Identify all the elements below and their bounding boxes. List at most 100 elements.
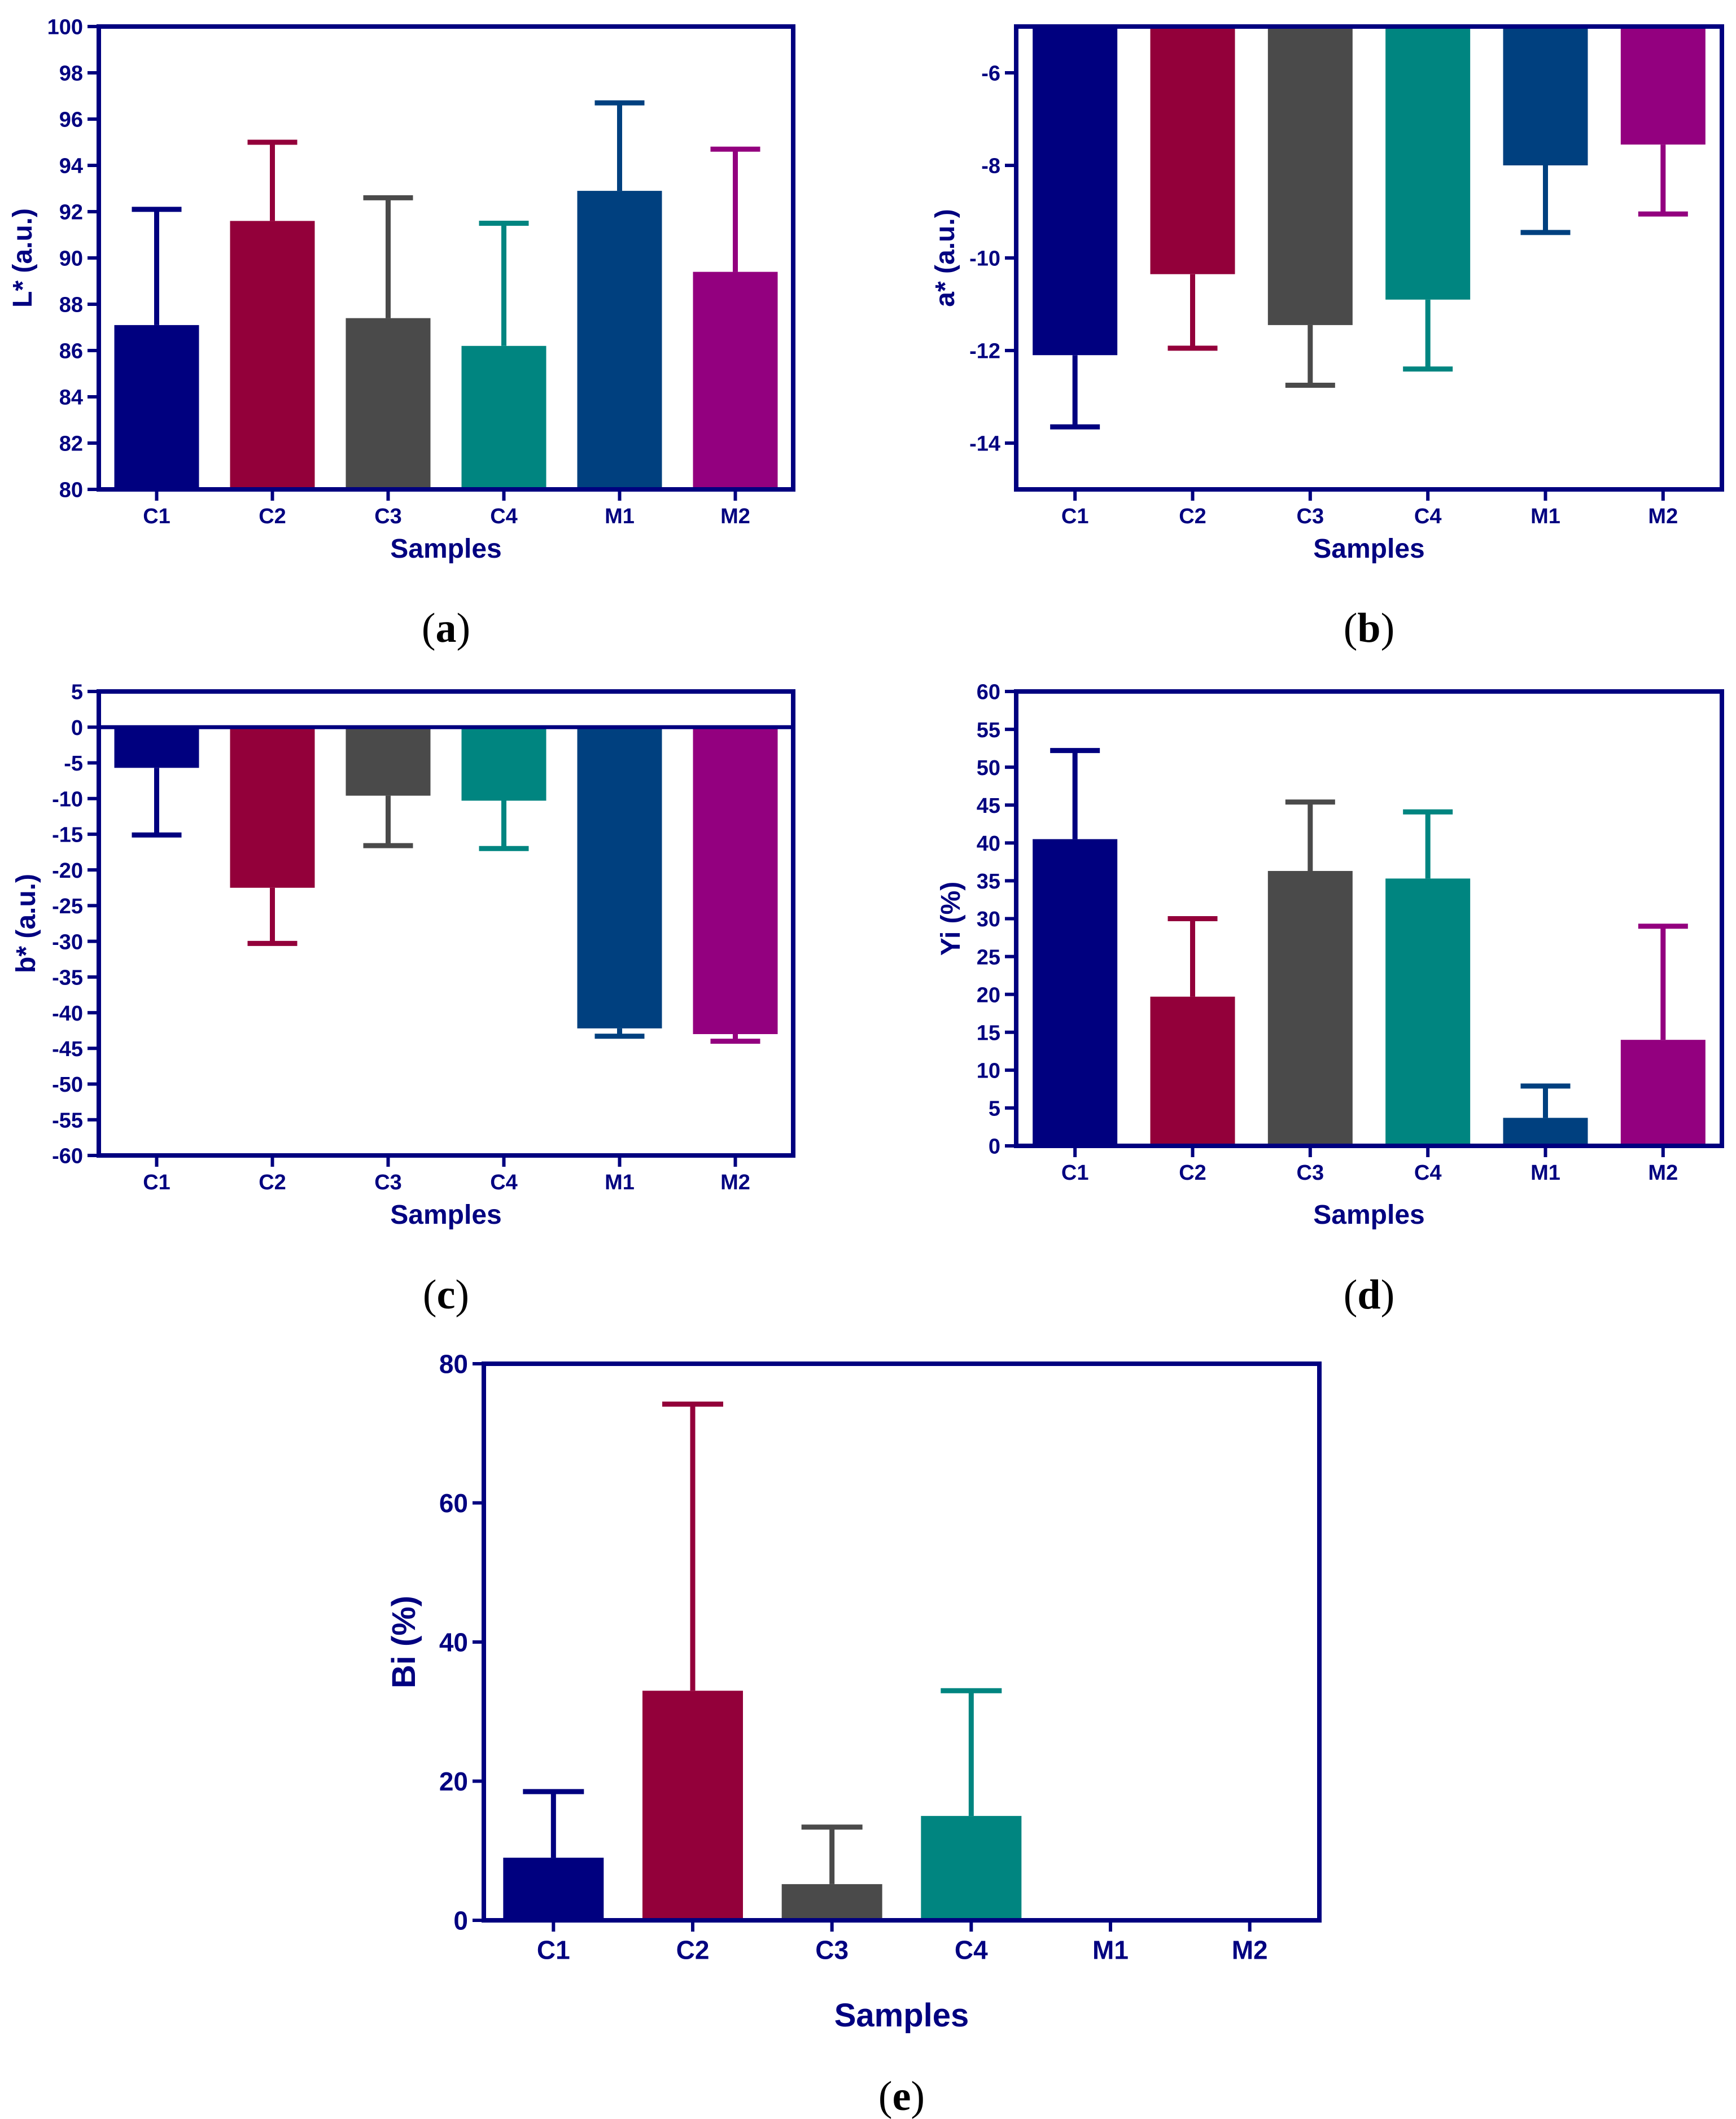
y-tick-label: -14: [969, 432, 1000, 456]
panel-label-open: (: [878, 2073, 893, 2119]
y-tick-label: -45: [52, 1037, 83, 1061]
y-tick-label: 40: [439, 1628, 468, 1657]
bar-C1: [114, 325, 199, 489]
y-tick-label: 55: [977, 719, 1000, 742]
x-axis-title: Samples: [1313, 1200, 1424, 1230]
y-tick-label: 92: [59, 201, 83, 225]
y-tick-label: 5: [989, 1097, 1000, 1121]
x-tick-label-C2: C2: [259, 505, 286, 528]
bar-C1: [1033, 27, 1118, 356]
y-tick-label: 98: [59, 62, 83, 86]
y-tick-label: 50: [977, 756, 1000, 780]
bar-C3: [346, 318, 431, 489]
bar-C3: [781, 1884, 882, 1920]
panel-label-open: (: [423, 1272, 437, 1318]
y-tick-label: -8: [981, 155, 1000, 178]
y-tick-label: 20: [977, 983, 1000, 1007]
panel-label-letter: a: [436, 605, 457, 651]
y-tick-label: -35: [52, 966, 83, 990]
panel-label-close: ): [457, 605, 471, 651]
plot-frame: [97, 24, 795, 492]
bar-M1: [577, 727, 662, 1028]
x-tick-label-M2: M2: [1648, 1161, 1678, 1185]
panel-label-close: ): [911, 2073, 925, 2119]
bar-M2: [1620, 1040, 1706, 1146]
x-tick-label-M2: M2: [1232, 1935, 1268, 1964]
panel-label: (b): [1344, 605, 1394, 651]
plot-frame: [482, 1361, 1322, 1923]
x-tick-label-C2: C2: [676, 1935, 710, 1964]
bar-C3: [346, 727, 431, 796]
bar-C4: [1385, 27, 1471, 300]
x-tick-label-M2: M2: [720, 1171, 750, 1194]
panel-label-open: (: [1344, 605, 1358, 651]
y-tick-label: -30: [52, 930, 83, 954]
y-tick-label: -55: [52, 1109, 83, 1132]
chart-d: 0 5 10 15 20 25 30 35 40 45 50 55 60 C1 C2 C3 C4 M1 M2 Samp…: [936, 681, 1724, 1318]
y-tick-label: 88: [59, 294, 83, 317]
x-axis-title: Samples: [1313, 534, 1424, 564]
y-tick-label: 0: [989, 1135, 1000, 1159]
x-tick-label-C2: C2: [1179, 1161, 1206, 1185]
x-axis-title: Samples: [390, 1200, 501, 1230]
panel-label-close: ): [1381, 1272, 1395, 1318]
y-tick-label: -10: [969, 247, 1000, 271]
x-tick-label-C3: C3: [815, 1935, 849, 1964]
bar-C2: [1150, 996, 1235, 1146]
y-tick-label: 86: [59, 340, 83, 364]
y-tick-label: 15: [977, 1021, 1000, 1045]
bar-C3: [1267, 27, 1353, 325]
x-tick-label-M1: M1: [1092, 1935, 1129, 1964]
bar-C3: [1267, 870, 1353, 1146]
bar-C2: [230, 727, 315, 888]
plot-frame: [1014, 24, 1724, 492]
bar-M2: [693, 727, 778, 1035]
y-tick-label: -60: [52, 1145, 83, 1168]
y-tick-label: 40: [977, 832, 1000, 856]
x-axis-title: Samples: [834, 1997, 969, 2034]
x-tick-label-M1: M1: [605, 1171, 635, 1194]
y-tick-label: 45: [977, 794, 1000, 818]
panel-label: (c): [423, 1272, 469, 1318]
bar-C1: [1033, 839, 1118, 1146]
x-tick-label-C4: C4: [1414, 1161, 1442, 1185]
panel-label-close: ): [455, 1272, 469, 1318]
panel-label-letter: b: [1357, 605, 1380, 651]
panel-label: (d): [1344, 1272, 1394, 1318]
y-tick-label: 60: [977, 681, 1000, 704]
panel-label-close: ): [1381, 605, 1395, 651]
y-tick-label: 84: [59, 386, 83, 410]
y-tick-label: 82: [59, 432, 83, 456]
bar-C4: [921, 1816, 1022, 1920]
y-tick-label: -15: [52, 824, 83, 847]
y-tick-label: -25: [52, 895, 83, 918]
x-tick-label-C2: C2: [1179, 505, 1206, 528]
y-tick-label: 35: [977, 870, 1000, 894]
y-tick-label: -40: [52, 1002, 83, 1026]
y-tick-label: 25: [977, 945, 1000, 969]
y-tick-label: 20: [439, 1767, 468, 1796]
y-tick-label: -10: [52, 787, 83, 811]
x-axis-title: Samples: [390, 534, 501, 564]
chart-e: 0 20 40 60 80 C1 C2 C3 C4 M1 M2 Samples Bi (%) (e): [386, 1350, 1322, 2119]
x-tick-label-C1: C1: [537, 1935, 570, 1964]
bar-C2: [230, 221, 315, 489]
y-tick-label: -50: [52, 1073, 83, 1097]
y-tick-label: 100: [47, 16, 83, 40]
bar-C2: [642, 1691, 743, 1920]
y-axis-title: Bi (%): [386, 1596, 422, 1688]
bar-M1: [1503, 1118, 1588, 1146]
panel-label-letter: c: [437, 1272, 456, 1318]
y-tick-label: 30: [977, 908, 1000, 931]
x-tick-label-C3: C3: [1297, 505, 1324, 528]
x-tick-label-M1: M1: [1531, 505, 1560, 528]
x-tick-label-C4: C4: [490, 505, 518, 528]
panel-label-open: (: [422, 605, 436, 651]
bar-C4: [1385, 878, 1471, 1146]
x-tick-label-C1: C1: [143, 1171, 170, 1194]
y-axis-title: Yi (%): [936, 882, 966, 956]
bar-M1: [1503, 27, 1588, 165]
y-tick-label: 5: [71, 681, 83, 704]
x-tick-label-C1: C1: [143, 505, 170, 528]
